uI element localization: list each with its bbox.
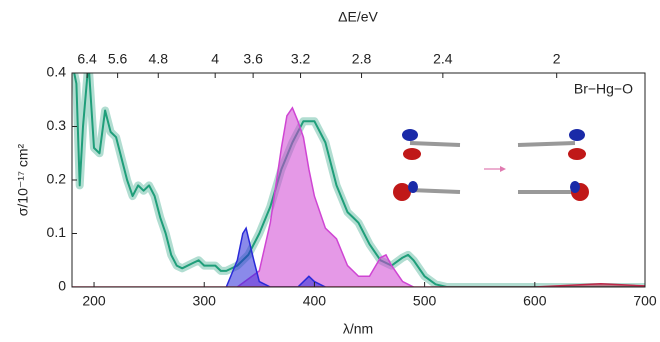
chart: ΔE/eV λ/nm σ/10⁻¹⁷ cm² Br−Hg−O 200300400…	[0, 0, 660, 342]
x2-tick-label: 6.4	[77, 51, 97, 67]
plot-frame	[72, 73, 645, 287]
x2-axis-label: ΔE/eV	[338, 9, 378, 25]
x-tick-label: 200	[82, 293, 106, 309]
y-axis-label: σ/10⁻¹⁷ cm²	[15, 143, 31, 216]
x-tick-label: 400	[303, 293, 327, 309]
series-group	[72, 62, 645, 287]
x2-tick-label: 5.6	[108, 51, 128, 67]
x2-tick-label: 4	[211, 51, 219, 67]
x-tick-label: 300	[193, 293, 217, 309]
x2-tick-label: 2.8	[352, 51, 372, 67]
x-tick-label: 700	[633, 293, 657, 309]
y-tick-label: 0.2	[47, 171, 67, 187]
line	[72, 62, 645, 287]
x2-tick-label: 2	[553, 51, 561, 67]
x2-tick-label: 2.4	[433, 51, 453, 67]
x-tick-label: 500	[413, 293, 437, 309]
line-band	[72, 62, 645, 287]
y-tick-label: 0	[58, 278, 66, 294]
y-tick-label: 0.1	[47, 224, 67, 240]
x-tick-label: 600	[523, 293, 547, 309]
annotation: Br−Hg−O	[574, 81, 633, 97]
x2-tick-label: 4.8	[149, 51, 169, 67]
x-axis-label: λ/nm	[343, 321, 373, 337]
y-tick-label: 0.4	[47, 64, 67, 80]
y-tick-label: 0.3	[47, 117, 67, 133]
orbital-illustration	[393, 129, 589, 201]
x2-tick-label: 3.6	[243, 51, 263, 67]
x2-tick-label: 3.2	[291, 51, 311, 67]
